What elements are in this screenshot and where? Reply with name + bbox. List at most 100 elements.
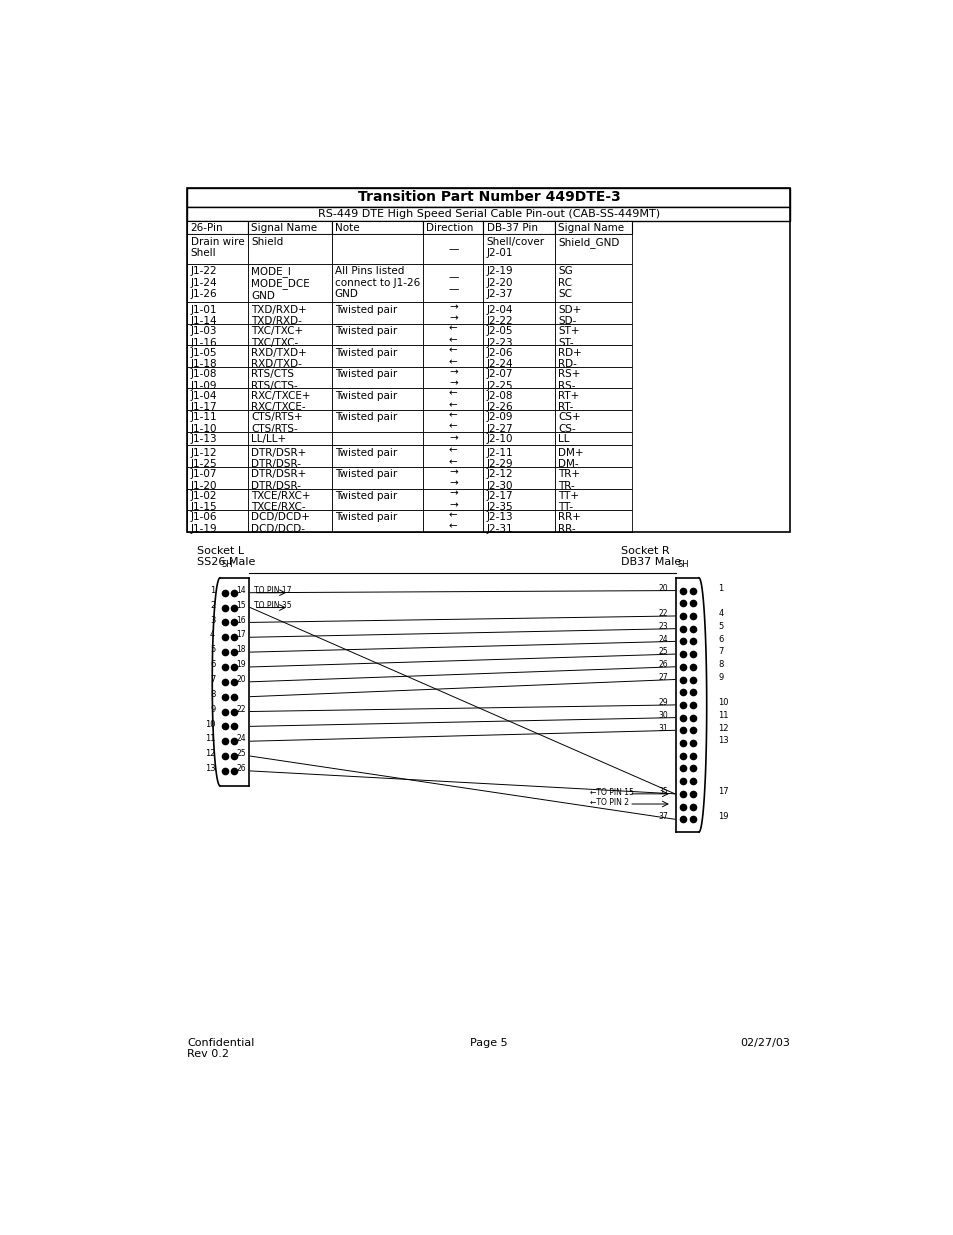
Text: Shell/cover
J2-01: Shell/cover J2-01	[486, 237, 544, 258]
Text: 23: 23	[658, 622, 667, 631]
Bar	[555, 324, 632, 346]
Text: 8: 8	[718, 659, 723, 669]
Text: TO PIN 35: TO PIN 35	[253, 600, 292, 610]
Text: 29: 29	[658, 698, 667, 708]
Bar	[555, 431, 632, 446]
Text: J1-04
J1-17: J1-04 J1-17	[191, 390, 217, 412]
Text: Twisted pair: Twisted pair	[335, 347, 396, 358]
Text: 11: 11	[205, 735, 215, 743]
Text: Twisted pair: Twisted pair	[335, 448, 396, 458]
Bar	[483, 410, 555, 431]
Text: ←
←: ← ←	[449, 389, 457, 410]
Text: 5: 5	[210, 646, 215, 655]
Text: J1-05
J1-18: J1-05 J1-18	[191, 347, 217, 369]
Bar	[332, 235, 422, 264]
Bar	[187, 188, 790, 531]
Text: 13: 13	[205, 764, 215, 773]
Bar	[555, 446, 632, 467]
Text: 12: 12	[718, 724, 728, 732]
Bar	[555, 235, 632, 264]
Bar	[422, 467, 483, 489]
Bar	[422, 431, 483, 446]
Text: →
→: → →	[449, 489, 457, 510]
Text: 02/27/03: 02/27/03	[740, 1037, 790, 1047]
Bar	[555, 346, 632, 367]
Text: J2-17
J2-35: J2-17 J2-35	[486, 490, 513, 513]
Text: 31: 31	[658, 724, 667, 732]
Bar	[483, 264, 555, 303]
Text: 37: 37	[658, 813, 668, 821]
Text: DM+
DM-: DM+ DM-	[558, 448, 583, 469]
Bar	[332, 489, 422, 510]
Text: 5: 5	[718, 622, 722, 631]
Text: MODE_I
MODE_DCE
GND: MODE_I MODE_DCE GND	[251, 266, 310, 301]
Text: Confidential
Rev 0.2: Confidential Rev 0.2	[187, 1037, 254, 1060]
Text: 7: 7	[210, 676, 215, 684]
Bar	[187, 188, 790, 206]
Text: DCD/DCD+
DCD/DCD-: DCD/DCD+ DCD/DCD-	[251, 513, 310, 534]
Bar	[332, 431, 422, 446]
Text: RXD/TXD+
RXD/TXD-: RXD/TXD+ RXD/TXD-	[251, 347, 307, 369]
Text: Twisted pair: Twisted pair	[335, 490, 396, 501]
Text: SH: SH	[677, 559, 688, 568]
Text: LL/LL+: LL/LL+	[251, 433, 286, 443]
Bar	[483, 467, 555, 489]
Text: J1-03
J1-16: J1-03 J1-16	[191, 326, 217, 348]
Text: J1-07
J1-20: J1-07 J1-20	[191, 469, 217, 490]
Bar	[248, 431, 332, 446]
Bar	[483, 489, 555, 510]
Text: J1-08
J1-09: J1-08 J1-09	[191, 369, 217, 390]
Bar	[248, 367, 332, 389]
Text: 35: 35	[658, 787, 668, 797]
Text: RR+
RR-: RR+ RR-	[558, 513, 580, 534]
Text: TO PIN 17: TO PIN 17	[253, 585, 292, 595]
Text: 22: 22	[236, 705, 246, 714]
Text: J1-02
J1-15: J1-02 J1-15	[191, 490, 217, 513]
Text: 3: 3	[210, 615, 215, 625]
Bar	[422, 324, 483, 346]
Text: 7: 7	[718, 647, 723, 656]
Bar	[187, 206, 790, 221]
Bar	[483, 389, 555, 410]
Text: Signal Name: Signal Name	[251, 222, 316, 232]
Text: Twisted pair: Twisted pair	[335, 513, 396, 522]
Text: 17: 17	[718, 787, 728, 797]
Text: 8: 8	[210, 690, 215, 699]
Text: J2-06
J2-24: J2-06 J2-24	[486, 347, 513, 369]
Bar	[332, 510, 422, 531]
Text: 10: 10	[718, 698, 728, 708]
Text: Twisted pair: Twisted pair	[335, 390, 396, 400]
Text: 20: 20	[658, 584, 667, 593]
Text: DTR/DSR+
DTR/DSR-: DTR/DSR+ DTR/DSR-	[251, 448, 306, 469]
Bar	[187, 389, 248, 410]
Bar	[187, 489, 248, 510]
Text: 18: 18	[236, 646, 246, 655]
Bar	[332, 367, 422, 389]
Text: Twisted pair: Twisted pair	[335, 326, 396, 336]
Bar	[332, 467, 422, 489]
Text: J1-01
J1-14: J1-01 J1-14	[191, 305, 217, 326]
Text: 11: 11	[718, 711, 728, 720]
Text: 10: 10	[205, 720, 215, 729]
Text: Twisted pair: Twisted pair	[335, 469, 396, 479]
Text: RS+
RS-: RS+ RS-	[558, 369, 579, 390]
Text: 1: 1	[210, 585, 215, 595]
Bar	[555, 367, 632, 389]
Bar	[248, 264, 332, 303]
Text: J2-10: J2-10	[486, 433, 513, 443]
Text: 30: 30	[658, 711, 668, 720]
Text: 2: 2	[210, 600, 215, 610]
Text: TT+
TT-: TT+ TT-	[558, 490, 578, 513]
Bar	[332, 389, 422, 410]
Text: DB-37 Pin: DB-37 Pin	[486, 222, 537, 232]
Text: SG
RC
SC: SG RC SC	[558, 266, 572, 299]
Bar	[422, 367, 483, 389]
Bar	[422, 346, 483, 367]
Text: Twisted pair: Twisted pair	[335, 305, 396, 315]
Text: J2-07
J2-25: J2-07 J2-25	[486, 369, 513, 390]
Text: J2-19
J2-20
J2-37: J2-19 J2-20 J2-37	[486, 266, 513, 299]
Bar	[555, 303, 632, 324]
Bar	[248, 410, 332, 431]
Text: →: →	[449, 433, 457, 443]
Text: 9: 9	[718, 673, 722, 682]
